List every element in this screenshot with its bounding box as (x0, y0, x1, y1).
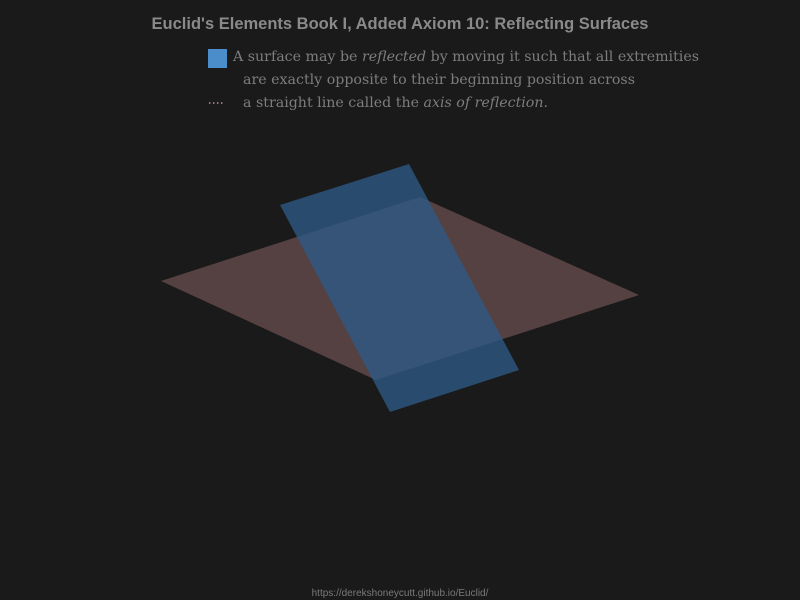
legend-surface-text-2: by moving it such that all extremities (426, 49, 700, 65)
legend-axis-text-2: . (543, 95, 549, 111)
axis-dotted-line-icon (209, 102, 225, 104)
page-title: Euclid's Elements Book I, Added Axiom 10… (151, 15, 649, 33)
reflected-surface (280, 164, 519, 412)
legend-row-axis: a straight line called the axis of refle… (208, 92, 768, 115)
surface-swatch-icon (208, 49, 227, 68)
legend-surface-text-1: A surface may be (233, 49, 362, 65)
legend-surface-text: A surface may be reflected by moving it … (233, 46, 699, 69)
legend-axis-text-1: a straight line called the (243, 95, 424, 111)
legend-axis-italic: axis of reflection (423, 95, 544, 111)
legend-line-2: are exactly opposite to their beginning … (243, 72, 635, 88)
legend: A surface may be reflected by moving it … (208, 46, 768, 115)
legend-row-surface: A surface may be reflected by moving it … (208, 46, 768, 69)
footer-url: https://derekshoneycutt.github.io/Euclid… (311, 588, 489, 599)
legend-axis-text: a straight line called the axis of refle… (243, 92, 548, 115)
legend-surface-reflected: reflected (361, 49, 427, 65)
legend-row-continuation: are exactly opposite to their beginning … (208, 69, 768, 92)
